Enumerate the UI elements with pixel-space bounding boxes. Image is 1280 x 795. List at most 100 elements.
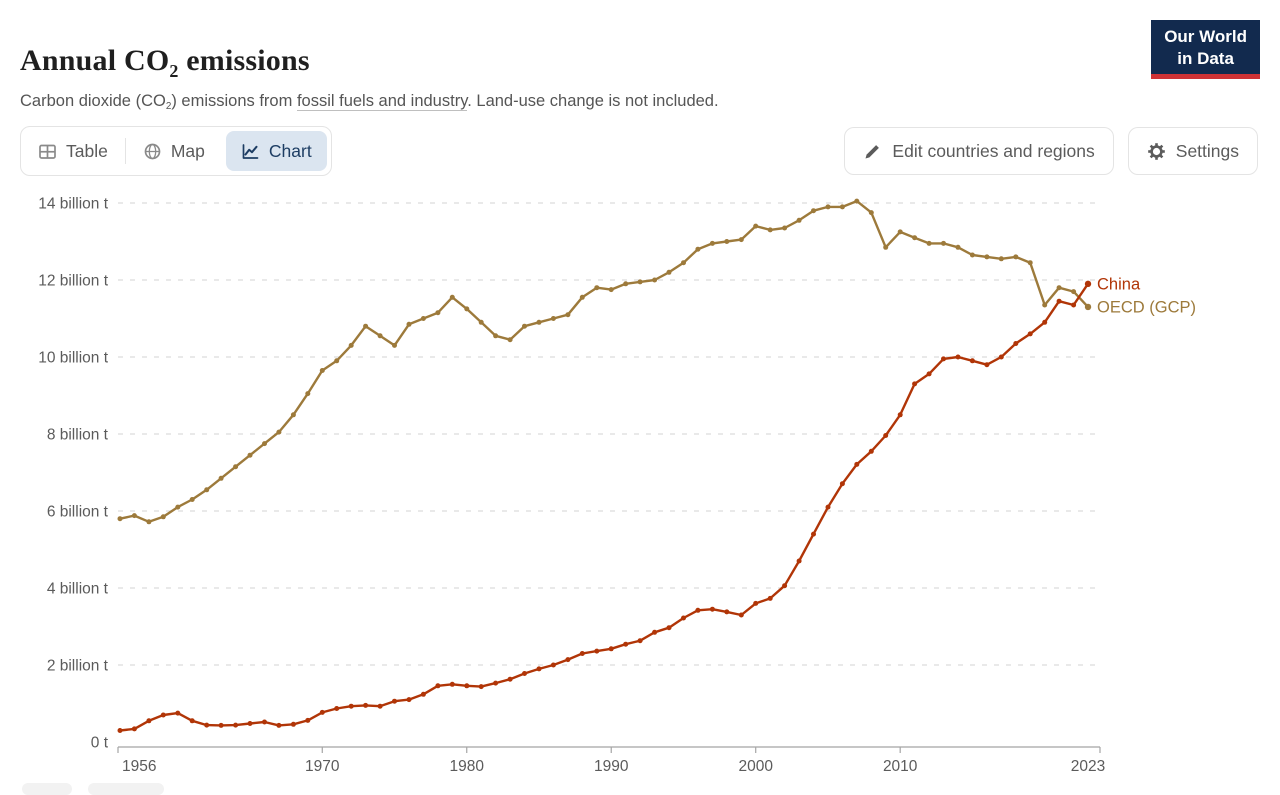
data-point-china[interactable] [392,698,397,704]
data-point-oecd-gcp[interactable] [782,225,788,231]
data-point-china[interactable] [839,481,845,487]
data-point-china[interactable] [955,354,961,360]
data-point-oecd-gcp[interactable] [131,513,137,519]
data-point-china[interactable] [449,681,455,687]
data-point-oecd-gcp[interactable] [868,210,874,216]
edit-countries-button[interactable]: Edit countries and regions [844,127,1114,175]
settings-button[interactable]: Settings [1127,127,1258,175]
data-point-oecd-gcp[interactable] [854,198,860,204]
data-point-china[interactable] [1013,341,1019,346]
data-point-oecd-gcp[interactable] [377,333,383,339]
data-point-china[interactable] [782,583,788,589]
data-point-oecd-gcp[interactable] [1071,289,1077,295]
data-point-china[interactable] [493,680,499,686]
data-point-oecd-gcp[interactable] [681,260,686,266]
data-point-oecd-gcp[interactable] [522,323,527,329]
data-point-oecd-gcp[interactable] [796,217,802,223]
data-point-oecd-gcp[interactable] [897,229,903,235]
data-point-oecd-gcp[interactable] [392,342,397,348]
data-point-oecd-gcp[interactable] [262,441,267,447]
data-point-oecd-gcp[interactable] [724,239,730,244]
data-point-oecd-gcp[interactable] [652,277,658,283]
data-point-china[interactable] [218,722,224,728]
data-point-oecd-gcp[interactable] [319,368,325,373]
data-point-oecd-gcp[interactable] [247,452,253,458]
data-point-oecd-gcp[interactable] [175,504,181,510]
data-point-oecd-gcp[interactable] [825,204,831,210]
data-point-oecd-gcp[interactable] [1085,304,1091,310]
data-point-oecd-gcp[interactable] [117,516,123,522]
data-point-oecd-gcp[interactable] [189,497,195,502]
data-point-china[interactable] [247,721,253,726]
data-point-china[interactable] [262,719,267,725]
data-point-oecd-gcp[interactable] [637,279,643,285]
data-point-china[interactable] [709,606,715,612]
data-point-oecd-gcp[interactable] [767,227,773,233]
data-point-oecd-gcp[interactable] [1056,285,1062,291]
data-point-oecd-gcp[interactable] [290,412,296,418]
data-point-oecd-gcp[interactable] [478,319,484,325]
data-point-china[interactable] [637,638,643,644]
data-point-china[interactable] [811,531,816,537]
data-point-china[interactable] [695,607,701,613]
data-point-china[interactable] [926,371,932,377]
data-point-china[interactable] [868,448,874,454]
data-point-oecd-gcp[interactable] [204,487,210,493]
data-point-oecd-gcp[interactable] [507,337,513,343]
data-point-china[interactable] [131,726,137,732]
data-point-oecd-gcp[interactable] [955,244,961,250]
data-point-china[interactable] [117,728,123,733]
data-point-china[interactable] [912,381,918,387]
data-point-china[interactable] [738,612,744,618]
data-point-china[interactable] [175,710,181,716]
data-point-oecd-gcp[interactable] [695,246,701,252]
owid-logo[interactable]: Our World in Data [1151,20,1260,79]
data-point-oecd-gcp[interactable] [420,316,426,321]
data-point-china[interactable] [969,358,975,364]
data-point-china[interactable] [941,356,946,362]
data-point-oecd-gcp[interactable] [839,204,845,210]
data-point-oecd-gcp[interactable] [276,429,282,435]
data-point-oecd-gcp[interactable] [363,323,369,329]
tab-table[interactable]: Table [21,127,125,175]
timeline-control-right[interactable] [88,783,164,795]
series-label-oecd-gcp[interactable]: OECD (GCP) [1097,298,1196,316]
data-point-china[interactable] [550,662,556,668]
data-point-oecd-gcp[interactable] [1027,260,1033,266]
data-point-china[interactable] [276,722,282,728]
data-point-china[interactable] [854,461,860,467]
data-point-china[interactable] [377,703,383,709]
data-point-oecd-gcp[interactable] [449,294,455,300]
data-point-china[interactable] [305,717,311,723]
data-point-oecd-gcp[interactable] [550,316,556,321]
data-point-china[interactable] [1071,302,1077,308]
data-point-china[interactable] [233,722,239,728]
data-point-oecd-gcp[interactable] [969,252,975,258]
data-point-oecd-gcp[interactable] [233,464,239,470]
data-point-oecd-gcp[interactable] [594,285,600,291]
data-point-oecd-gcp[interactable] [565,312,571,318]
data-point-oecd-gcp[interactable] [435,310,441,316]
data-point-china[interactable] [522,671,527,676]
data-point-china[interactable] [204,722,210,728]
data-point-china[interactable] [1042,319,1048,325]
series-label-china[interactable]: China [1097,275,1141,293]
data-point-china[interactable] [406,697,412,703]
data-point-china[interactable] [363,702,369,708]
data-point-oecd-gcp[interactable] [811,208,816,214]
tab-chart[interactable]: Chart [225,131,327,171]
data-point-china[interactable] [565,657,571,663]
data-point-oecd-gcp[interactable] [912,235,918,241]
data-point-china[interactable] [608,646,614,652]
data-point-oecd-gcp[interactable] [218,475,224,481]
data-point-china[interactable] [478,684,484,690]
data-point-oecd-gcp[interactable] [998,256,1004,262]
data-point-oecd-gcp[interactable] [941,240,946,246]
data-point-china[interactable] [334,706,340,711]
data-point-china[interactable] [666,625,672,631]
data-point-china[interactable] [579,651,585,656]
data-point-china[interactable] [767,595,773,601]
data-point-china[interactable] [1027,331,1033,337]
data-point-china[interactable] [652,629,658,635]
data-point-china[interactable] [435,683,441,689]
